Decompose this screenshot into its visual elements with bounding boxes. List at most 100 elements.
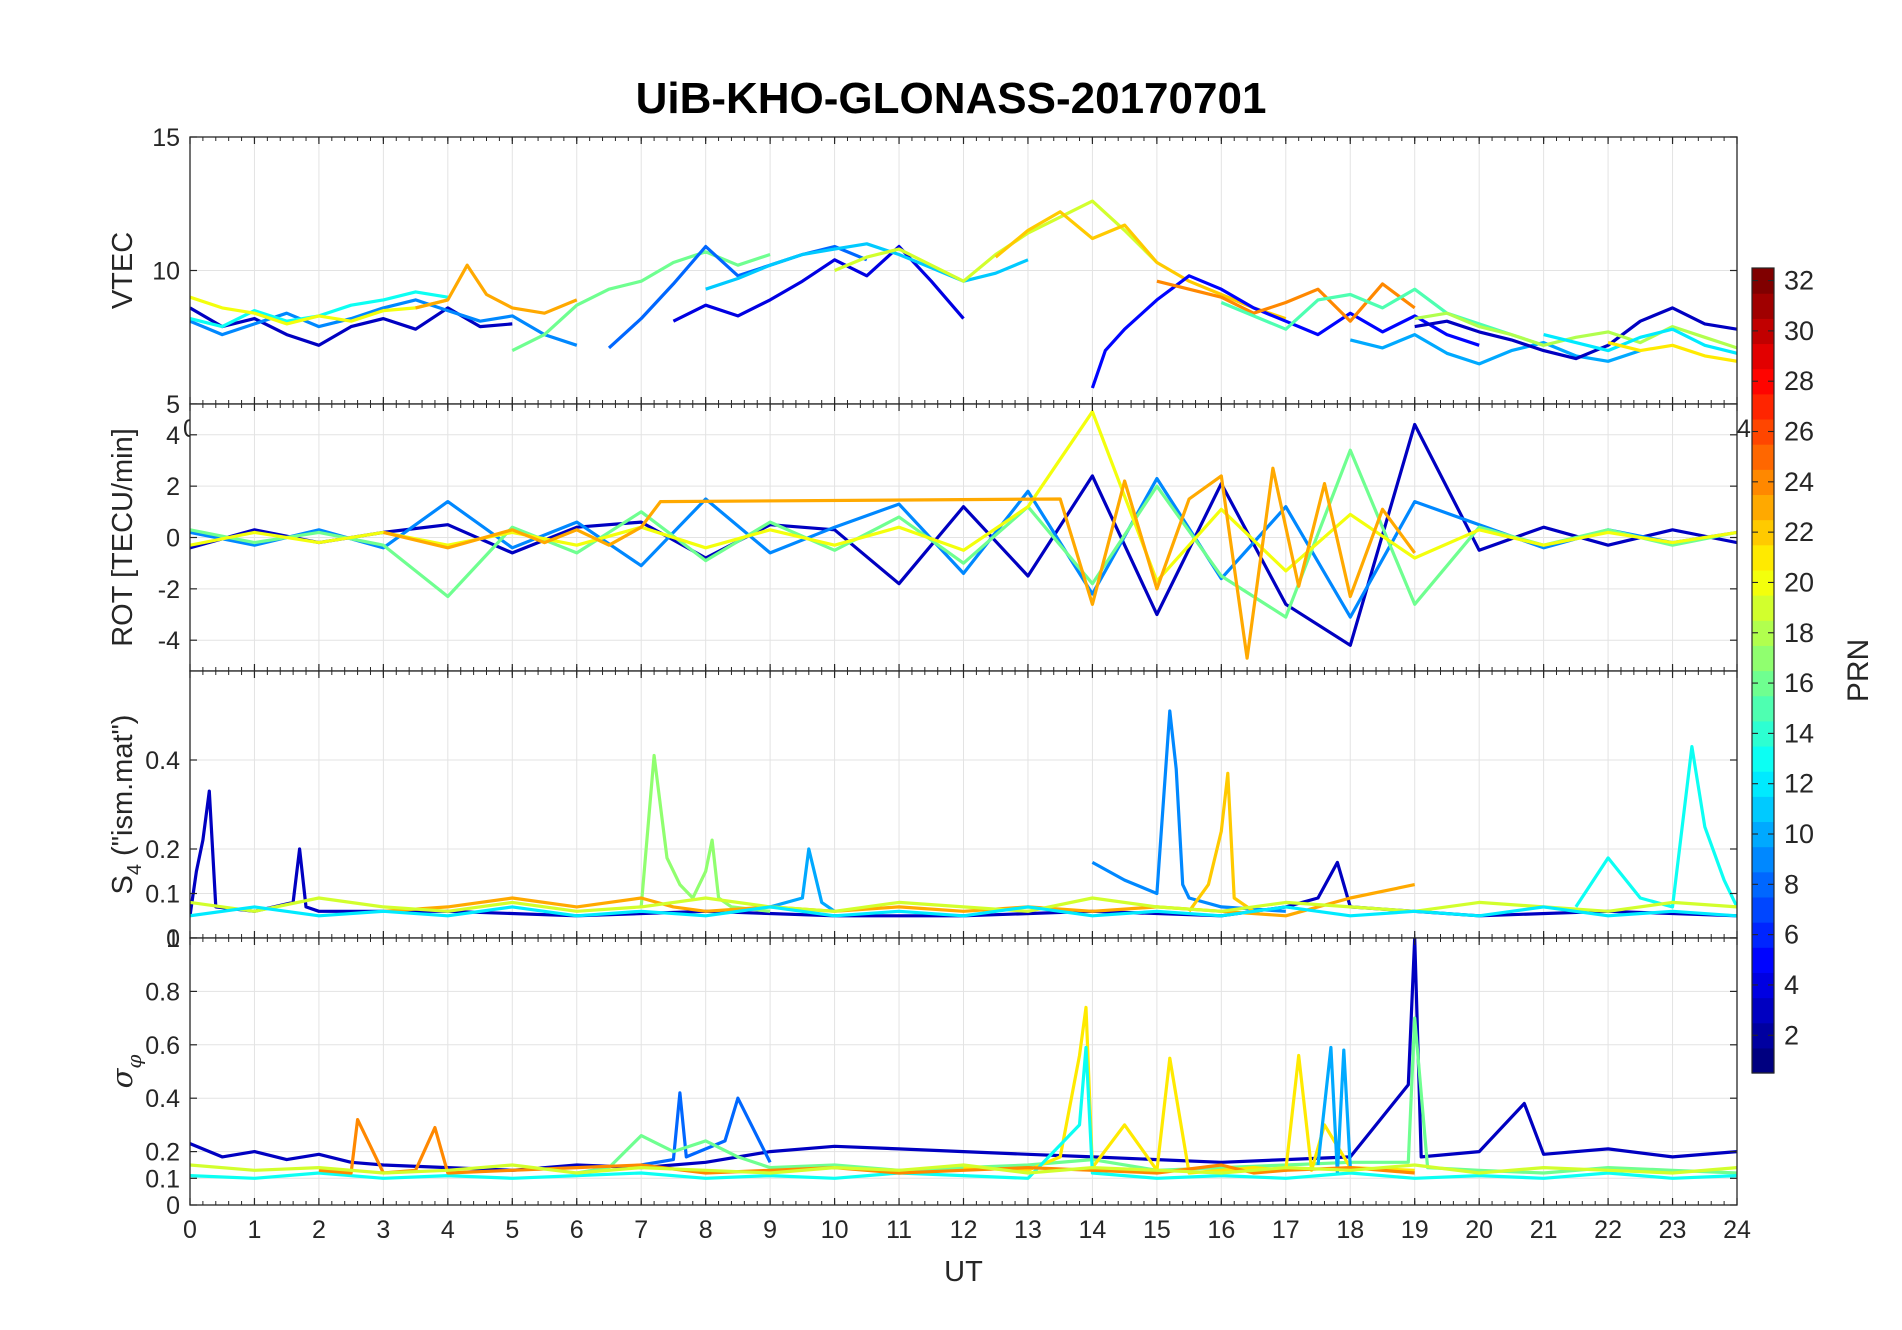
x-tick-label: 19 (1401, 1216, 1429, 1244)
y-tick-label: 0.8 (145, 978, 180, 1006)
y-tick-label: 0.2 (145, 836, 180, 864)
series-line-prn-24 (1156, 279, 1416, 323)
x-tick-label: 1 (248, 1216, 262, 1244)
series-line-prn-19 (833, 199, 1159, 283)
colorbar-segment (1752, 343, 1774, 370)
x-tick-label: 9 (763, 1216, 777, 1244)
colorbar-segment (1752, 318, 1774, 345)
series-line-prn-9 (190, 476, 1737, 619)
y-tick-label: -2 (158, 576, 180, 604)
x-tick-label: 0 (183, 1216, 197, 1244)
colorbar-segment (1752, 771, 1774, 797)
series-line-prn-18 (1414, 311, 1737, 350)
panel-vtec: 51015VTEC0123456789101112131415161718192… (107, 124, 1751, 443)
colorbar-segment (1752, 796, 1774, 823)
colorbar-segment (1752, 1022, 1774, 1049)
colorbar-segment (1752, 418, 1774, 445)
x-tick-label: 5 (505, 1216, 519, 1244)
x-tick-label: 10 (821, 1216, 849, 1244)
panels: 51015VTEC0123456789101112131415161718192… (105, 124, 1751, 1288)
x-tick-label: 17 (1272, 1216, 1300, 1244)
colorbar-frame (1751, 267, 1775, 1074)
x-tick-label: 8 (699, 1216, 713, 1244)
x-axis-label: UT (944, 1256, 983, 1288)
colorbar-segment (1752, 846, 1774, 873)
series-line-prn-23 (415, 263, 578, 315)
series-line-prn-4 (672, 244, 965, 323)
x-tick-label: 22 (1594, 1216, 1622, 1244)
colorbar-tick-label: 32 (1784, 266, 1814, 296)
series-line-prn-12 (1543, 327, 1737, 355)
series-line-prn-3 (190, 789, 1737, 918)
x-tick-label: 2 (312, 1216, 326, 1244)
panel-s4: 0 0.1 0.2 0.4S4 ("ism.mat") (107, 670, 1738, 953)
colorbar-tick-label: 10 (1784, 819, 1814, 849)
series-line-prn-13 (190, 1045, 1737, 1180)
y-axis-label: VTEC (107, 232, 139, 309)
colorbar-segment (1752, 569, 1774, 596)
colorbar-segment (1752, 444, 1774, 470)
colorbar-segment (1752, 645, 1774, 672)
series-line-prn-3 (190, 422, 1737, 647)
y-tick-label: 0.1 (145, 1165, 180, 1193)
colorbar-segment (1752, 670, 1774, 697)
y-axis-label: S4 ("ism.mat") (107, 715, 146, 895)
colorbar-segment (1752, 821, 1774, 848)
y-axis-label: ROT [TECU/min] (107, 428, 139, 647)
series-line-prn-19 (190, 1163, 1737, 1175)
colorbar-tick-label: 22 (1784, 517, 1814, 547)
x-tick-label: 6 (570, 1216, 584, 1244)
colorbar-tick-label: 8 (1784, 869, 1799, 899)
series-line-prn-16 (511, 250, 771, 353)
y-tick-label: 0.4 (145, 1085, 180, 1113)
series-line-prn-8 (607, 244, 868, 350)
colorbar-segment (1752, 544, 1774, 571)
series-line-prn-22 (994, 210, 1287, 321)
colorbar-segment (1752, 997, 1774, 1024)
series-line-prn-21 (963, 1005, 1415, 1175)
x-tick-label: 14 (1079, 1216, 1107, 1244)
x-tick-label: 16 (1207, 1216, 1235, 1244)
colorbar-segment (1752, 393, 1774, 420)
series-line-prn-17 (639, 753, 771, 913)
colorbar-segment (1752, 720, 1774, 747)
x-tick-label: 21 (1530, 1216, 1558, 1244)
x-tick-label: 24 (1723, 1216, 1751, 1244)
series-group (190, 199, 1737, 389)
colorbar-segment (1752, 368, 1774, 395)
colorbar-segment (1752, 1047, 1774, 1074)
series-line-prn-9 (190, 298, 578, 347)
colorbar-segment (1752, 896, 1774, 923)
colorbar-tick-label: 20 (1784, 567, 1814, 597)
x-tick-label: 3 (376, 1216, 390, 1244)
x-tick-label: 20 (1465, 1216, 1493, 1244)
series-line-prn-3 (1414, 306, 1737, 361)
chart-title: UiB-KHO-GLONASS-20170701 (635, 74, 1267, 123)
series-line-prn-13 (1574, 744, 1737, 909)
colorbar-tick-label: 30 (1784, 316, 1814, 346)
y-tick-label: 0.2 (145, 1139, 180, 1167)
colorbar-segment (1752, 695, 1774, 722)
x-tick-label: 12 (950, 1216, 978, 1244)
colorbar-segment (1752, 469, 1774, 496)
series-line-prn-19 (190, 896, 1737, 913)
colorbar-segment (1752, 922, 1774, 948)
colorbar-segment (1752, 972, 1774, 999)
y-axis-label: σφ (105, 1055, 146, 1089)
x-tick-label: 13 (1014, 1216, 1042, 1244)
y-tick-label: -4 (158, 627, 180, 655)
series-line-prn-20 (190, 295, 449, 326)
y-tick-label: 0 (166, 525, 180, 553)
colorbar-segment (1752, 494, 1774, 521)
series-line-prn-5 (1090, 274, 1480, 389)
series-line-prn-20 (190, 410, 1737, 583)
series-line-prn-23 (383, 466, 1416, 660)
series-line-prn-16 (190, 448, 1737, 619)
y-tick-label: 2 (166, 473, 180, 501)
colorbar-tick-label: 12 (1784, 769, 1814, 799)
series-group (190, 410, 1737, 660)
x-tick-label: 11 (886, 1216, 912, 1244)
series-line-prn-8 (640, 1091, 772, 1167)
